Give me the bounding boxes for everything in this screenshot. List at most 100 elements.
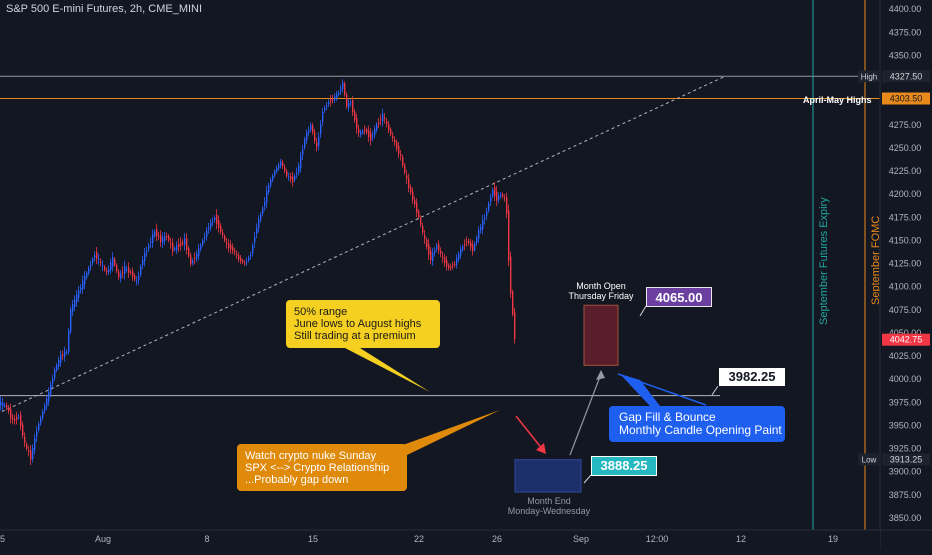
candle-body <box>478 230 480 239</box>
candle-body <box>422 225 424 233</box>
y-tick-label: 4250.00 <box>889 143 922 153</box>
candle-body <box>78 290 80 298</box>
candle-body <box>448 265 450 268</box>
candle-body <box>412 191 414 200</box>
candle-body <box>74 299 76 307</box>
candle-body <box>122 271 124 274</box>
candle-body <box>290 176 292 180</box>
candle-body <box>386 121 388 125</box>
candle-body <box>178 244 180 247</box>
candle-body <box>160 235 162 242</box>
candle-body <box>476 237 478 244</box>
candle-body <box>52 378 54 384</box>
candle-body <box>324 108 326 111</box>
gap-fill-callout[interactable]: Gap Fill & Bounce Monthly Candle Opening… <box>609 406 785 442</box>
candle-body <box>284 167 286 171</box>
candle-body <box>362 131 364 133</box>
candle-body <box>126 269 128 271</box>
candle-body <box>390 129 392 135</box>
candle-body <box>436 245 438 250</box>
candle-body <box>298 165 300 173</box>
candle-body <box>12 418 14 420</box>
candle-body <box>154 231 156 236</box>
candle-body <box>352 100 354 113</box>
candle-body <box>480 227 482 231</box>
candle-body <box>418 211 420 218</box>
candle-body <box>368 130 370 138</box>
sept-fomc-label: September FOMC <box>870 216 882 305</box>
dashed-trendline <box>1 76 725 413</box>
yellow-pointer <box>345 348 430 392</box>
candle-body <box>128 267 130 273</box>
gap-note-line-1: Gap Fill & Bounce <box>619 410 716 424</box>
april-may-level-tag-text: 4303.50 <box>890 94 923 104</box>
blue-pointer-line <box>617 373 707 406</box>
candle-body <box>406 175 408 179</box>
teal-label-leader <box>583 474 592 484</box>
candle-body <box>216 214 218 224</box>
candle-body <box>162 237 164 243</box>
candle-body <box>100 261 102 263</box>
candle-body <box>102 265 104 267</box>
candle-body <box>350 102 352 104</box>
candle-body <box>48 391 50 402</box>
candle-body <box>294 175 296 181</box>
candle-body <box>452 265 454 267</box>
candle-body <box>426 239 428 248</box>
candle-body <box>322 112 324 122</box>
price-label-3888[interactable]: 3888.25 <box>591 456 657 476</box>
candle-body <box>130 271 132 273</box>
candle-body <box>138 275 140 281</box>
candle-body <box>32 447 34 460</box>
candle-body <box>320 124 322 134</box>
candle-body <box>80 287 82 291</box>
candle-body <box>204 237 206 239</box>
candle-body <box>82 280 84 290</box>
candle-body <box>260 214 262 220</box>
candle-body <box>112 257 114 267</box>
candle-body <box>86 272 88 278</box>
high-level-name-text: High <box>861 72 877 81</box>
candle-body <box>288 176 290 178</box>
vertical-lines-layer: September Futures Expiry September FOMC <box>812 0 882 530</box>
y-tick-label: 3875.00 <box>889 490 922 500</box>
candle-body <box>88 268 90 274</box>
y-tick-label: 4050.00 <box>889 328 922 338</box>
candle-body <box>174 248 176 250</box>
last-price-tag-text: 4042.75 <box>890 335 923 345</box>
candle-body <box>500 194 502 196</box>
candle-body <box>218 219 220 228</box>
candle-body <box>286 170 288 176</box>
candle-body <box>506 197 508 214</box>
candle-body <box>8 407 10 411</box>
y-tick-label: 4350.00 <box>889 50 922 60</box>
candle-body <box>398 146 400 154</box>
y-tick-label: 4275.00 <box>889 120 922 130</box>
price-label-3982[interactable]: 3982.25 <box>718 367 786 387</box>
y-tick-label: 4150.00 <box>889 235 922 245</box>
candle-body <box>172 243 174 252</box>
white-label-leader <box>711 385 719 396</box>
candle-body <box>184 238 186 245</box>
candle-body <box>30 450 32 460</box>
candle-body <box>508 210 510 261</box>
crypto-note-callout[interactable]: Watch crypto nuke Sunday SPX <--> Crypto… <box>237 444 407 491</box>
candle-body <box>248 257 250 261</box>
candle-body <box>496 191 498 201</box>
range-note-callout[interactable]: 50% range June lows to August highs Stil… <box>286 300 440 348</box>
x-tick-label: 5 <box>0 534 5 544</box>
candle-body <box>98 258 100 260</box>
price-label-4065[interactable]: 4065.00 <box>646 287 712 307</box>
candle-body <box>404 165 406 173</box>
x-tick-label: 12 <box>736 534 746 544</box>
candle-body <box>326 105 328 107</box>
candle-body <box>246 261 248 263</box>
candle-body <box>344 83 346 95</box>
candle-body <box>84 275 86 285</box>
range-note-line-1: 50% range <box>294 306 348 318</box>
purple-label-leader <box>639 305 647 317</box>
candle-body <box>376 124 378 130</box>
candle-body <box>444 257 446 264</box>
candle-body <box>224 235 226 241</box>
